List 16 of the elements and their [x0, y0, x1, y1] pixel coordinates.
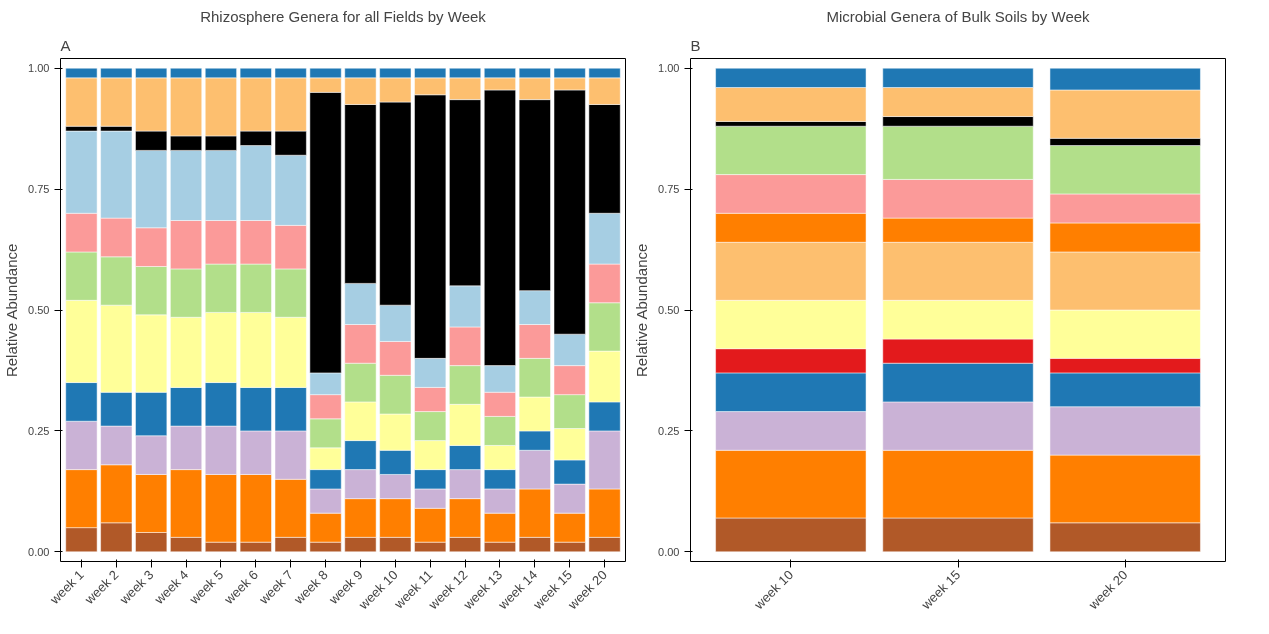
chart-title: Microbial Genera of Bulk Soils by Week	[826, 7, 1091, 25]
y-tick-label: 0.25	[658, 424, 680, 437]
text: A	[60, 36, 71, 54]
y-tick-label: 0.00	[28, 545, 50, 558]
y-tick-label: 0.75	[28, 183, 50, 196]
y-tick-label: 0.00	[658, 545, 680, 558]
y-axis-title: Relative Abundance	[633, 243, 651, 378]
chart-title: Rhizosphere Genera for all Fields by Week	[200, 7, 487, 25]
y-tick-label: 0.50	[658, 304, 680, 316]
y-tick-label: 0.75	[658, 183, 680, 196]
y-tick-label: 0.25	[28, 424, 50, 437]
y-tick-label: 1.00	[658, 62, 680, 75]
y-tick-label: 1.00	[28, 62, 50, 75]
y-tick-label: 0.50	[28, 304, 50, 316]
text: B	[690, 36, 701, 54]
y-axis-title: Relative Abundance	[3, 243, 21, 378]
